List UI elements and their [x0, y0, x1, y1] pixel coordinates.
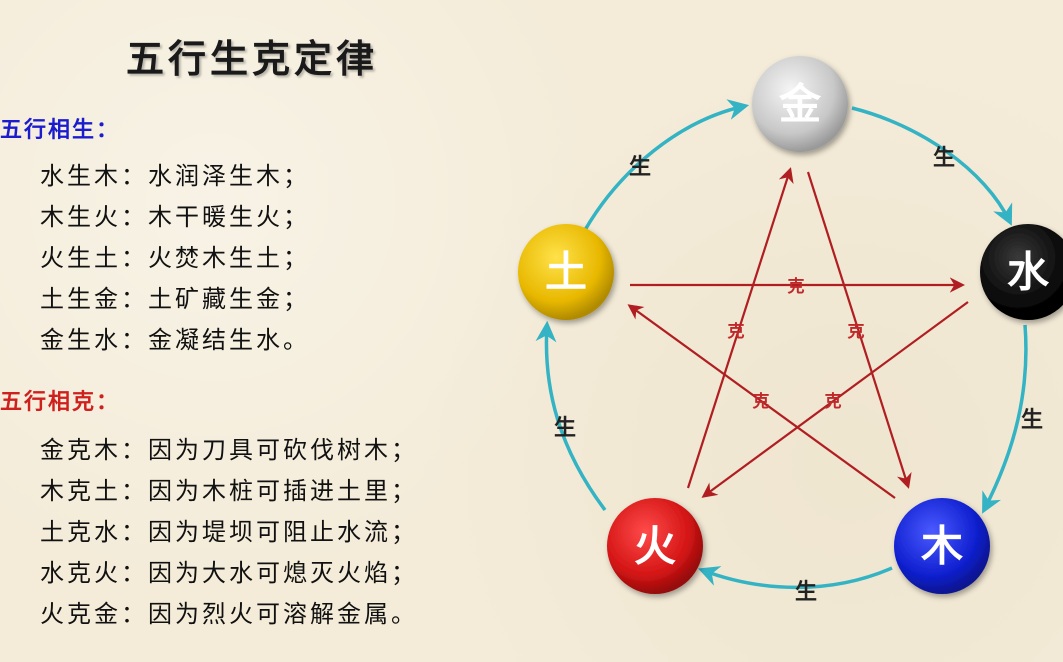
node-shui-label: 水	[1007, 248, 1050, 297]
ke-arrow-huo-jin	[686, 167, 794, 489]
ke-item-huo-jin: 火克金：因为烈火可溶解金属。	[40, 600, 418, 628]
sheng-item-jin-shui: 金生水：金凝结生水。	[40, 326, 310, 354]
sheng-heading: 五行相生：	[0, 117, 121, 143]
sheng-arrow-jin-shui	[851, 106, 1013, 226]
node-huo: 火	[607, 498, 703, 594]
sheng-list: 水生木：水润泽生木； 木生火：木干暖生火； 火生土：火焚木生土； 土生金：土矿藏…	[40, 156, 310, 361]
ke-arrow-jin-mu	[806, 171, 912, 489]
node-mu: 木	[894, 498, 990, 594]
node-huo-label: 火	[634, 522, 676, 571]
ke-label-shui-huo: 克	[825, 391, 842, 412]
ke-item-tu-shui: 土克水：因为堤坝可阻止水流；	[40, 518, 418, 546]
node-mu-label: 木	[921, 522, 963, 571]
node-shui: 水	[980, 224, 1063, 320]
ke-label-mu-tu: 克	[753, 391, 770, 412]
sheng-item-shui-mu: 水生木：水润泽生木；	[40, 162, 310, 190]
sheng-label-mu-huo: 生	[795, 579, 817, 605]
sheng-arrow-tu-jin	[583, 99, 750, 231]
sheng-item-mu-huo: 木生火：木干暖生火；	[40, 203, 310, 231]
page-title: 五行生克定律	[126, 36, 379, 81]
sheng-label-shui-mu: 生	[1021, 407, 1043, 433]
ke-label-jin-mu: 克	[848, 321, 865, 342]
ke-label-tu-shui: 克	[788, 276, 805, 297]
node-jin-label: 金	[778, 80, 822, 129]
node-tu-label: 土	[545, 248, 587, 297]
ke-item-jin-mu: 金克木：因为刀具可砍伐树木；	[40, 436, 418, 464]
sheng-label-tu-jin: 生	[629, 154, 651, 180]
ke-heading: 五行相克：	[0, 389, 121, 415]
ke-arrow-shui-huo	[701, 301, 969, 498]
sheng-label-jin-shui: 生	[933, 145, 955, 171]
sheng-arrow-shui-mu	[982, 324, 1028, 514]
ke-arrow-mu-tu	[627, 304, 896, 499]
sheng-arrow-huo-tu	[535, 320, 607, 512]
ke-item-shui-huo: 水克火：因为大水可熄灭火焰；	[40, 559, 418, 587]
sheng-item-tu-jin: 土生金：土矿藏生金；	[40, 285, 310, 313]
ke-label-huo-jin: 克	[728, 321, 745, 342]
sheng-item-huo-tu: 火生土：火焚木生土；	[40, 244, 310, 272]
node-tu: 土	[518, 224, 614, 320]
sheng-label-huo-tu: 生	[554, 415, 576, 441]
node-jin: 金	[752, 56, 848, 152]
ke-list: 金克木：因为刀具可砍伐树木； 木克土：因为木桩可插进土里； 土克水：因为堤坝可阻…	[40, 430, 418, 635]
ke-item-mu-tu: 木克土：因为木桩可插进土里；	[40, 477, 418, 505]
sheng-arrow-mu-huo	[698, 566, 893, 590]
